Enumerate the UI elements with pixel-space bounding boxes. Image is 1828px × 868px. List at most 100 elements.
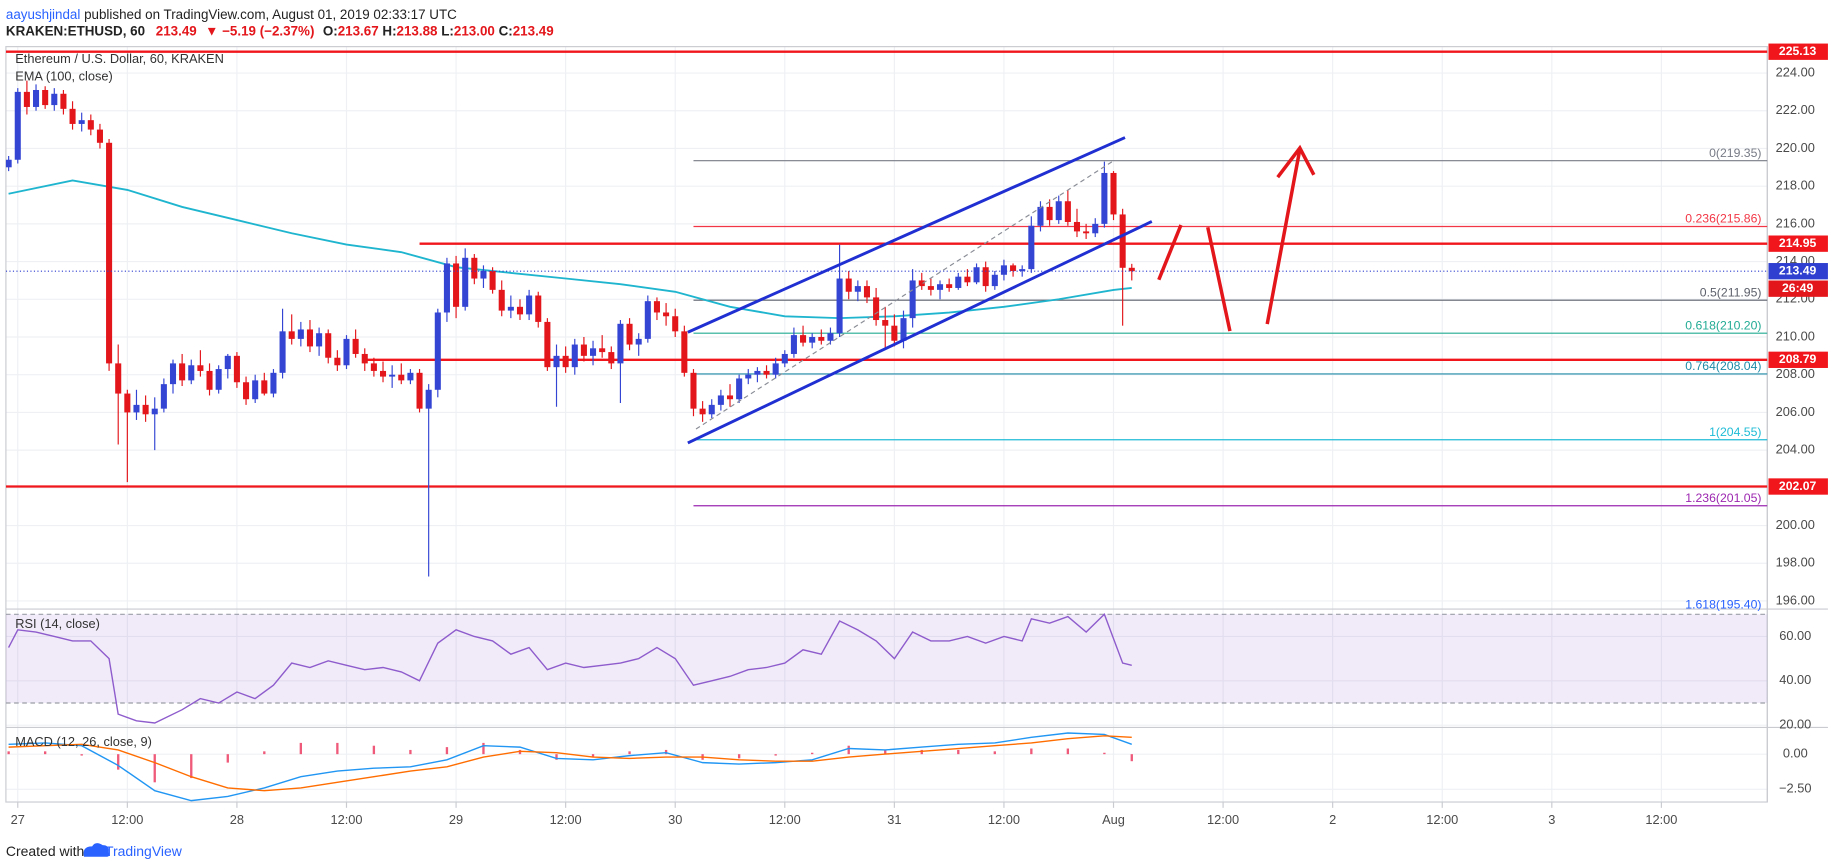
y-tick-label: 216.00 xyxy=(1776,215,1815,230)
candle-body xyxy=(772,363,779,375)
candle-body xyxy=(498,289,505,311)
macd-histogram-bar xyxy=(774,754,777,756)
macd-histogram-bar xyxy=(884,749,887,755)
level-label: 208.79 xyxy=(1779,352,1817,366)
chart-title: Ethereum / U.S. Dollar, 60, KRAKEN xyxy=(15,51,224,66)
macd-histogram-bar xyxy=(518,749,522,755)
candle-body xyxy=(708,404,715,415)
price-pane xyxy=(5,50,1768,577)
fib-label: 0.618(210.20) xyxy=(1685,318,1761,332)
y-tick-label: 60.00 xyxy=(1779,628,1811,643)
candle-body xyxy=(827,333,834,341)
level-label: 225.13 xyxy=(1779,44,1817,58)
ohlc-value: 213.49 xyxy=(513,23,554,38)
candle-body xyxy=(124,393,131,413)
candle-body xyxy=(206,370,213,390)
candle-body xyxy=(1092,223,1099,234)
candle-body xyxy=(480,271,487,279)
candle-body xyxy=(252,380,259,400)
candle-body xyxy=(726,395,734,400)
candle-body xyxy=(453,263,460,307)
candle-body xyxy=(681,331,688,373)
candle-body xyxy=(316,333,323,347)
candle-body xyxy=(261,380,268,394)
candle-body xyxy=(69,108,76,124)
candle-body xyxy=(407,372,414,381)
candle-body xyxy=(699,408,706,415)
candle-body xyxy=(690,372,697,409)
candle-body xyxy=(507,306,514,311)
y-tick-label: 40.00 xyxy=(1779,672,1811,687)
last: 213.49 xyxy=(156,23,197,38)
candle-body xyxy=(553,355,560,368)
candle-body xyxy=(535,295,542,322)
candle-body xyxy=(653,301,660,313)
arrow xyxy=(1157,224,1183,281)
candle-body xyxy=(991,274,998,287)
y-tick-label: 20.00 xyxy=(1779,717,1811,732)
fib-label: 0.5(211.95) xyxy=(1700,285,1762,299)
candle-body xyxy=(964,276,971,283)
ohlc-value: 213.67 xyxy=(338,23,379,38)
candle-body xyxy=(873,297,880,321)
candle-body xyxy=(516,306,524,315)
fib-label: 1(204.55) xyxy=(1709,425,1761,439)
candle-body xyxy=(1046,206,1053,221)
candle-body xyxy=(224,355,231,370)
macd-histogram-bar xyxy=(190,754,193,779)
y-tick-label: 218.00 xyxy=(1776,178,1815,193)
fib-label: 0(219.35) xyxy=(1709,146,1761,160)
macd-histogram-bar xyxy=(299,742,303,755)
x-tick-label: 27 xyxy=(11,812,25,827)
candle-body xyxy=(169,363,177,385)
candle-body xyxy=(160,384,167,409)
candle-body xyxy=(306,329,313,347)
level-box xyxy=(1768,43,1828,60)
candle-body xyxy=(1019,269,1026,272)
candle-body xyxy=(188,365,195,381)
candle-body xyxy=(754,370,761,375)
y-tick-label: 210.00 xyxy=(1776,328,1815,343)
macd-histogram-bar xyxy=(482,742,485,755)
candle-body xyxy=(243,382,250,400)
y-tick-label: 0.00 xyxy=(1783,746,1808,761)
candle-body xyxy=(78,120,85,124)
level-label: 214.95 xyxy=(1779,236,1817,250)
candle-body xyxy=(608,352,615,364)
candle-body xyxy=(909,280,916,319)
macd-histogram-bar xyxy=(7,751,10,755)
candle-body xyxy=(462,257,469,307)
header-line: aayushjindal published on TradingView.co… xyxy=(6,7,457,22)
last-price-label: 213.49 xyxy=(1779,263,1817,277)
candle-body xyxy=(644,301,651,339)
candle-body xyxy=(60,93,67,109)
rsi-line xyxy=(7,612,1132,724)
candle-body xyxy=(736,378,743,400)
rsi-band xyxy=(5,614,1768,704)
fib-label: 1.236(201.05) xyxy=(1685,491,1761,505)
countdown-label: 26:49 xyxy=(1782,281,1813,295)
candle-body xyxy=(471,257,478,279)
author[interactable]: aayushjindal xyxy=(6,7,80,22)
candle-body xyxy=(836,278,843,334)
x-tick-label: 12:00 xyxy=(1645,812,1677,827)
candle-body xyxy=(1073,221,1081,232)
y-tick-label: 220.00 xyxy=(1776,140,1815,155)
candle-body xyxy=(489,271,496,290)
candle-body xyxy=(179,363,186,381)
candle-body xyxy=(845,278,852,292)
arrow-head xyxy=(1276,144,1316,179)
channel-lower xyxy=(687,220,1153,445)
candle-body xyxy=(1064,201,1071,222)
candle-body xyxy=(115,363,122,394)
x-tick-label: 12:00 xyxy=(330,812,362,827)
candle-body xyxy=(663,312,670,317)
x-tick-label: 2 xyxy=(1329,812,1336,827)
footer-brand[interactable]: TradingView xyxy=(105,843,183,859)
candle-body xyxy=(96,129,103,143)
candle-body xyxy=(891,325,898,341)
candle-body xyxy=(936,284,944,290)
macd-histogram-bar xyxy=(737,754,741,759)
candle-body xyxy=(352,338,359,354)
macd-histogram-bar xyxy=(957,749,960,755)
